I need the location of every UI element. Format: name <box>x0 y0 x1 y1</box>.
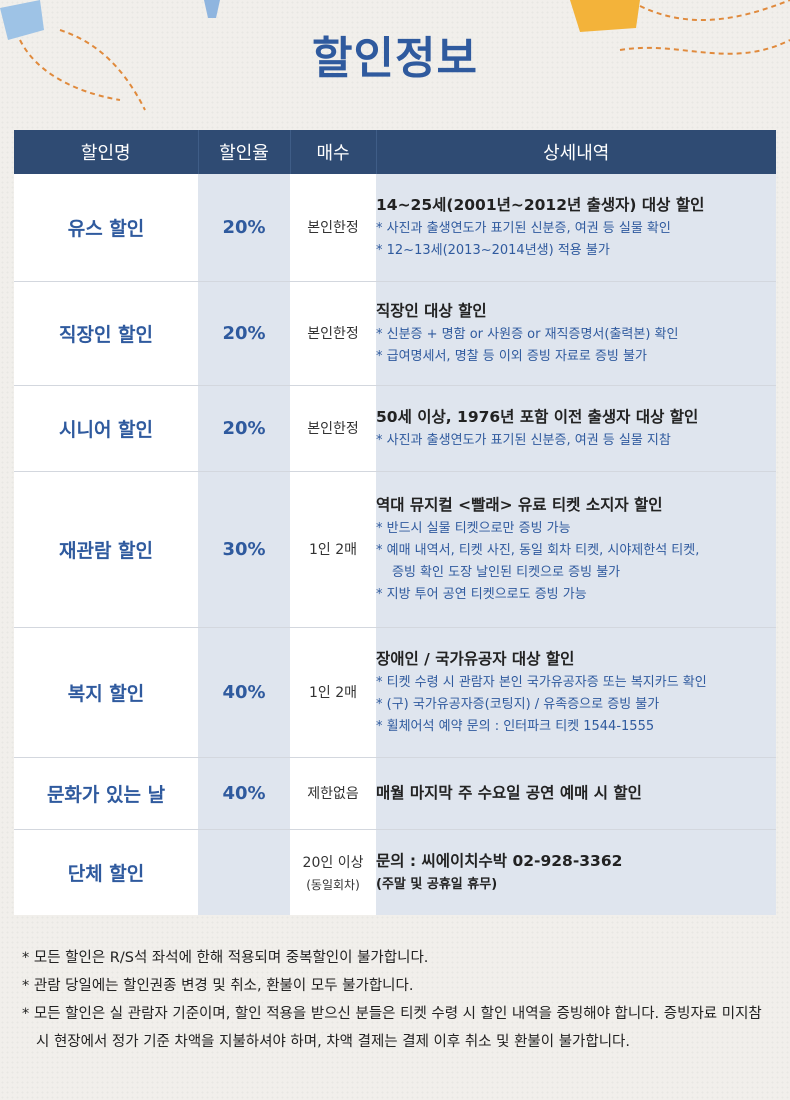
qty-text: 1인 2매 <box>308 542 358 558</box>
discount-detail: 문의 : 씨에이치수박 02-928-3362 (주말 및 공휴일 휴무) <box>376 829 776 915</box>
table-row: 복지 할인 40% 1인 2매 장애인 / 국가유공자 대상 할인 * 티켓 수… <box>14 627 776 758</box>
discount-qty: 본인한정 <box>290 385 376 472</box>
discount-qty: 본인한정 <box>290 281 376 386</box>
laundry-deco-right-icon <box>570 0 790 55</box>
header-detail: 상세내역 <box>376 130 776 174</box>
discount-detail: 매월 마지막 주 수요일 공연 예매 시 할인 <box>376 757 776 830</box>
detail-title: 매월 마지막 주 수요일 공연 예매 시 할인 <box>376 783 642 802</box>
discount-detail: 직장인 대상 할인 * 신분증 + 명함 or 사원증 or 재직증명서(출력본… <box>376 281 776 386</box>
detail-line: * 반드시 실물 티켓으로만 증빙 가능 <box>376 520 571 536</box>
discount-detail: 역대 뮤지컬 <빨래> 유료 티켓 소지자 할인 * 반드시 실물 티켓으로만 … <box>376 471 776 628</box>
discount-rate: 20% <box>198 385 290 472</box>
discount-rate: 40% <box>198 627 290 758</box>
discount-name: 복지 할인 <box>14 627 198 758</box>
discount-qty: 1인 2매 <box>290 471 376 628</box>
table-row: 직장인 할인 20% 본인한정 직장인 대상 할인 * 신분증 + 명함 or … <box>14 281 776 386</box>
table-header-row: 할인명 할인율 매수 상세내역 <box>14 130 776 174</box>
discount-name: 재관람 할인 <box>14 471 198 628</box>
discount-rate: 20% <box>198 174 290 282</box>
qty-text: 1인 2매 <box>308 685 358 701</box>
discount-name: 단체 할인 <box>14 829 198 915</box>
qty-text: 본인한정 <box>307 220 359 237</box>
detail-title: 문의 : 씨에이치수박 02-928-3362 <box>376 851 623 870</box>
detail-line: 증빙 확인 도장 날인된 티켓으로 증빙 불가 <box>392 564 621 580</box>
qty-text: 본인한정 <box>307 421 359 437</box>
note-item: * 모든 할인은 R/S석 좌석에 한해 적용되며 중복할인이 불가합니다. <box>22 950 429 966</box>
detail-title: 장애인 / 국가유공자 대상 할인 <box>376 649 575 668</box>
page-title: 할인정보 <box>312 33 478 84</box>
laundry-deco-left-icon <box>0 0 146 111</box>
detail-line: * 신분증 + 명함 or 사원증 or 재직증명서(출력본) 확인 <box>376 326 679 342</box>
discount-rate: 30% <box>198 471 290 628</box>
discount-qty: 제한없음 <box>290 757 376 830</box>
detail-line: * 예매 내역서, 티켓 사진, 동일 회차 티켓, 시야제한석 티켓, <box>376 542 700 558</box>
discount-rate <box>198 829 290 915</box>
table-row: 시니어 할인 20% 본인한정 50세 이상, 1976년 포함 이전 출생자 … <box>14 385 776 472</box>
detail-line: * 휠체어석 예약 문의 : 인터파크 티켓 1544-1555 <box>376 718 655 734</box>
qty-subtext: (동일회차) <box>306 877 360 892</box>
table-row: 유스 할인 20% 본인한정 14~25세(2001년~2012년 출생자) 대… <box>14 174 776 282</box>
discount-name: 유스 할인 <box>14 174 198 282</box>
notes-list: * 모든 할인은 R/S석 좌석에 한해 적용되며 중복할인이 불가합니다. *… <box>22 944 774 1056</box>
qty-text: 본인한정 <box>307 326 359 342</box>
discount-detail: 14~25세(2001년~2012년 출생자) 대상 할인 * 사진과 출생연도… <box>376 174 776 282</box>
detail-line: * 지방 투어 공연 티켓으로도 증빙 가능 <box>376 586 587 602</box>
discount-rate: 20% <box>198 281 290 386</box>
header-name: 할인명 <box>14 130 199 174</box>
note-item: * 모든 할인은 실 관람자 기준이며, 할인 적용을 받으신 분들은 티켓 수… <box>22 1006 762 1050</box>
detail-title: 직장인 대상 할인 <box>376 301 487 320</box>
discount-qty: 1인 2매 <box>290 627 376 758</box>
discount-name: 시니어 할인 <box>14 385 198 472</box>
detail-title: 50세 이상, 1976년 포함 이전 출생자 대상 할인 <box>376 407 699 426</box>
discount-detail: 장애인 / 국가유공자 대상 할인 * 티켓 수령 시 관람자 본인 국가유공자… <box>376 627 776 758</box>
detail-line: * 급여명세서, 명찰 등 이외 증빙 자료로 증빙 불가 <box>376 348 647 364</box>
detail-line: * 사진과 출생연도가 표기된 신분증, 여권 등 실물 지참 <box>376 432 671 448</box>
detail-line: * 티켓 수령 시 관람자 본인 국가유공자증 또는 복지카드 확인 <box>376 674 707 690</box>
detail-line: * (구) 국가유공자증(코팅지) / 유족증으로 증빙 불가 <box>376 696 660 712</box>
detail-title: 14~25세(2001년~2012년 출생자) 대상 할인 <box>376 195 705 214</box>
clothespin-deco-icon <box>204 0 220 18</box>
table-row: 단체 할인 20인 이상 (동일회차) 문의 : 씨에이치수박 02-928-3… <box>14 829 776 915</box>
discount-name: 직장인 할인 <box>14 281 198 386</box>
table-row: 재관람 할인 30% 1인 2매 역대 뮤지컬 <빨래> 유료 티켓 소지자 할… <box>14 471 776 628</box>
header-qty: 매수 <box>290 130 377 174</box>
detail-line: * 사진과 출생연도가 표기된 신분증, 여권 등 실물 확인 <box>376 220 671 236</box>
qty-text: 20인 이상 <box>302 854 364 871</box>
discount-table: 할인명 할인율 매수 상세내역 유스 할인 20% 본인한정 14~25세(20… <box>14 130 776 915</box>
discount-name: 문화가 있는 날 <box>14 757 198 830</box>
header-rate: 할인율 <box>198 130 291 174</box>
discount-detail: 50세 이상, 1976년 포함 이전 출생자 대상 할인 * 사진과 출생연도… <box>376 385 776 472</box>
table-row: 문화가 있는 날 40% 제한없음 매월 마지막 주 수요일 공연 예매 시 할… <box>14 757 776 830</box>
discount-qty: 20인 이상 (동일회차) <box>290 829 376 915</box>
note-item: * 관람 당일에는 할인권종 변경 및 취소, 환불이 모두 불가합니다. <box>22 978 414 994</box>
discount-qty: 본인한정 <box>290 174 376 282</box>
qty-text: 제한없음 <box>307 786 359 802</box>
detail-line: * 12~13세(2013~2014년생) 적용 불가 <box>376 242 610 258</box>
discount-rate: 40% <box>198 757 290 830</box>
detail-title: 역대 뮤지컬 <빨래> 유료 티켓 소지자 할인 <box>376 495 663 514</box>
detail-line: (주말 및 공휴일 휴무) <box>376 876 498 892</box>
